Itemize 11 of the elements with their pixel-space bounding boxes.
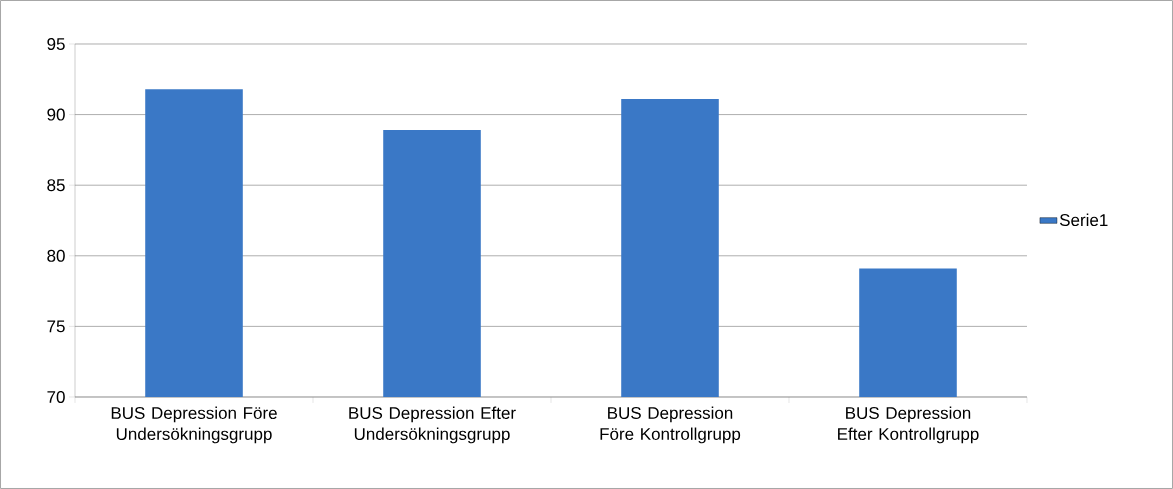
y-tick-label: 85 xyxy=(47,179,65,192)
x-tick-label: BUS Depression Efter Undersökningsgrupp xyxy=(349,406,516,444)
x-tick-label: BUS Depression Före Undersökningsgrupp xyxy=(111,406,277,444)
y-tick-label: 95 xyxy=(47,37,65,51)
x-tick-label: BUS Depression Före Kontrollgrupp xyxy=(600,406,741,444)
legend-label: Serie1 xyxy=(1059,213,1108,227)
x-tick-label: BUS Depression Efter Kontrollgrupp xyxy=(838,406,979,444)
y-tick-label: 80 xyxy=(47,249,65,262)
y-tick-label: 75 xyxy=(47,320,65,333)
y-tick-label: 70 xyxy=(47,390,65,404)
y-tick-label: 90 xyxy=(47,108,65,121)
